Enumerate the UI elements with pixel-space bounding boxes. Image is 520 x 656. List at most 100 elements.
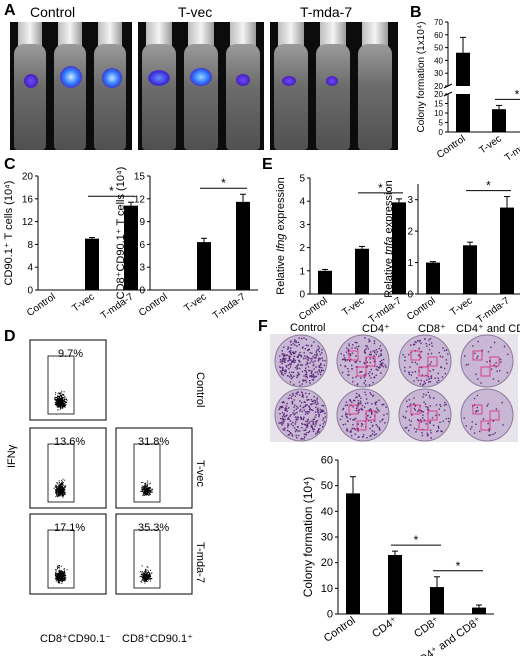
plate-label-cd8: CD8⁺ — [418, 323, 446, 335]
count-region — [418, 366, 429, 377]
y-tick-label-b: 40 — [434, 56, 443, 65]
y-tick-label-b: 20 — [434, 82, 443, 91]
y-tick-label-e2: 3 — [407, 195, 413, 206]
count-region — [472, 404, 483, 415]
flow-events — [139, 565, 153, 584]
x-tick-label-f: CD4⁺ — [370, 615, 400, 641]
flow-gate — [47, 443, 75, 503]
y-tick-label-e1: 4 — [299, 197, 305, 208]
bar-b — [456, 94, 470, 132]
bar-c2 — [236, 201, 250, 290]
gate-pct-tvec-right: 31.8% — [138, 436, 170, 448]
mouse-image-tvec — [138, 22, 264, 150]
y-tick-label-c1: 12 — [22, 217, 34, 228]
y-tick-label-c2: 9 — [139, 217, 145, 228]
gate-pct-tmda7-right: 35.3% — [138, 522, 170, 534]
y-tick-label-e2: 0 — [407, 290, 413, 301]
bar-c1 — [124, 205, 138, 290]
plate-label-cd4: CD4⁺ — [362, 323, 390, 335]
count-region — [489, 356, 500, 367]
count-region — [480, 366, 491, 377]
y-tick-label-e1: 0 — [299, 290, 305, 301]
count-region — [427, 410, 438, 421]
flow-plot-frame — [29, 339, 107, 421]
significance-star-f: * — [456, 559, 461, 573]
y-tick-label-e1: 2 — [299, 243, 305, 254]
count-region — [356, 366, 367, 377]
colonies — [402, 338, 449, 386]
panel-label-d: D — [4, 328, 16, 345]
culture-plate — [336, 334, 390, 388]
y-tick-label-f: 20 — [321, 557, 333, 569]
group-label-tmda7: T-mda-7 — [300, 4, 353, 20]
significance-star-e1: * — [378, 181, 383, 195]
x-tick-label-e1: T-mda-7 — [367, 295, 404, 326]
count-region — [410, 404, 421, 415]
bar-e1 — [392, 202, 406, 294]
bar-b — [456, 52, 470, 86]
y-axis-label-e2: Relative tnfa expression — [383, 180, 395, 297]
flow-gate — [133, 529, 161, 589]
bar-f — [472, 607, 486, 614]
gate-pct-control: 9.7% — [58, 348, 84, 360]
y-tick-label-b: 0 — [439, 128, 444, 137]
count-region — [489, 410, 500, 421]
flow-events — [53, 478, 67, 498]
count-region — [418, 420, 429, 431]
flow-x-label-left: CD8⁺CD90.1⁻ — [40, 633, 111, 645]
y-axis-label-c2: CD8⁺CD90.1⁺ T cells (10⁴) — [115, 167, 127, 300]
count-region — [348, 404, 359, 415]
bar-e2 — [500, 207, 514, 294]
y-tick-label-b: 50 — [434, 44, 443, 53]
y-tick-label-b: 15 — [434, 100, 443, 109]
y-tick-label-c2: 0 — [139, 286, 145, 297]
colonies — [279, 337, 326, 387]
colony-plates-image — [270, 334, 518, 442]
flow-plot-frame — [29, 427, 107, 509]
group-label-control: Control — [30, 4, 76, 20]
y-tick-label-e2: 2 — [407, 227, 413, 238]
x-tick-label-b: Control — [435, 133, 468, 161]
flow-gate — [47, 355, 75, 415]
x-tick-label-c2: T-mda-7 — [211, 291, 248, 322]
y-tick-label-b: 20 — [434, 90, 443, 99]
colonies — [339, 391, 388, 439]
y-tick-label-b: 10 — [434, 109, 443, 118]
y-tick-label-e2: 1 — [407, 258, 413, 269]
significance-star-f: * — [414, 533, 419, 547]
x-tick-label-c1: T-vec — [70, 291, 96, 314]
bar-b — [492, 109, 506, 132]
y-axis-label-b: Colony formation (1x10⁴) — [416, 21, 427, 132]
culture-plate — [460, 334, 514, 388]
x-tick-label-e2: T-vec — [448, 295, 474, 318]
significance-star-c2: * — [221, 176, 226, 190]
culture-plate — [274, 388, 328, 442]
x-tick-label-e2: T-mda-7 — [475, 295, 512, 326]
bar-e1 — [318, 270, 332, 294]
y-tick-label-c1: 20 — [22, 172, 34, 183]
flow-plot-frame — [115, 513, 193, 595]
flow-gate — [133, 443, 161, 503]
count-region — [427, 356, 438, 367]
flow-plot-frame — [29, 513, 107, 595]
panel-label-b: B — [410, 4, 422, 21]
y-tick-label-e1: 5 — [299, 174, 305, 185]
flow-plot-frame — [115, 427, 193, 509]
y-tick-label-c2: 6 — [139, 240, 145, 251]
y-axis-label-e1: Relative Ifng expression — [275, 177, 287, 294]
bar-e2 — [426, 262, 440, 294]
y-tick-label-c2: 12 — [134, 194, 146, 205]
x-tick-label-c2: T-vec — [182, 291, 208, 314]
count-region — [356, 420, 367, 431]
colonies — [339, 337, 387, 386]
x-tick-label-b: T-vec — [477, 133, 503, 156]
y-tick-label-f: 0 — [327, 609, 333, 621]
count-region — [365, 356, 376, 367]
plate-label-cd4-cd8: CD4⁺ and CD8⁺ — [456, 323, 520, 335]
y-tick-label-c1: 4 — [27, 263, 33, 274]
y-tick-label-b: 60 — [434, 31, 443, 40]
flow-events — [54, 565, 68, 584]
group-label-tvec: T-vec — [178, 4, 213, 20]
